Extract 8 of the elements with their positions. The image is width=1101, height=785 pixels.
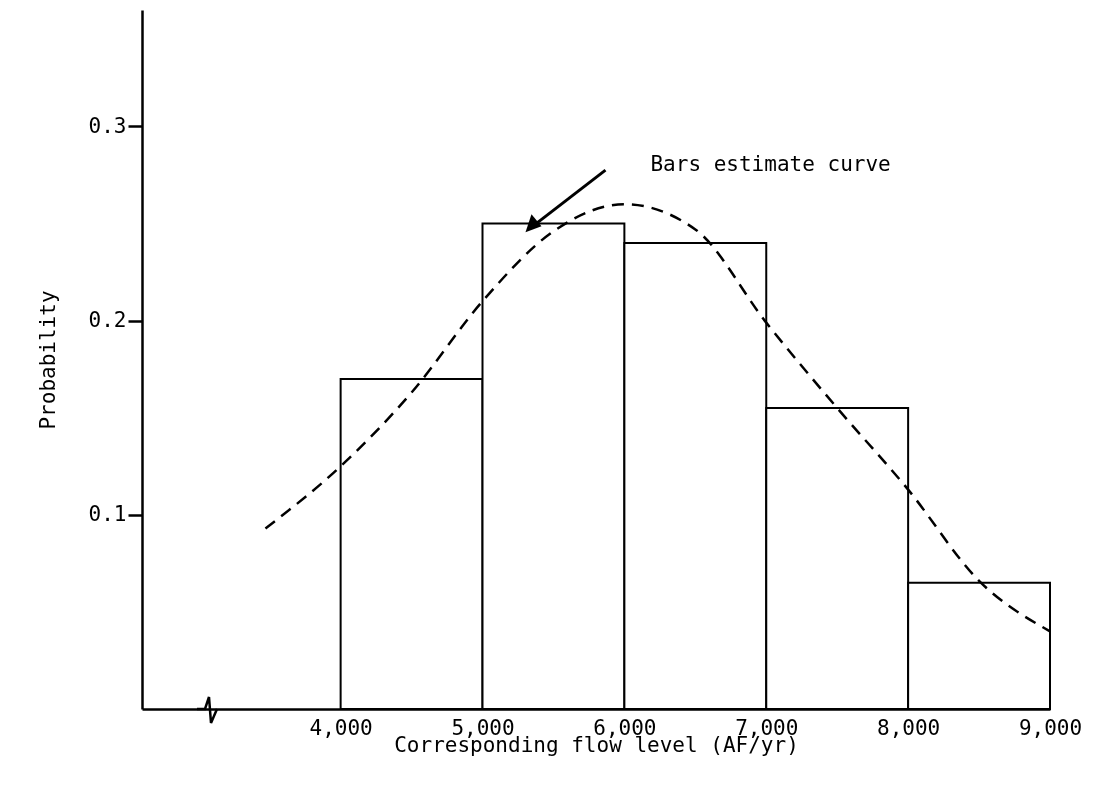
y-tick-label: 0.2	[88, 308, 127, 333]
x-tick-label: 4,000	[309, 715, 373, 740]
x-tick-label: 9,000	[1018, 715, 1083, 740]
y-tick-label: 0.1	[88, 502, 127, 527]
x-tick-label: 8,000	[877, 715, 941, 740]
y-axis-title: Probability	[35, 290, 60, 430]
annotation: Bars estimate curve	[650, 152, 891, 177]
y-tick-label: 0.3	[88, 114, 127, 138]
